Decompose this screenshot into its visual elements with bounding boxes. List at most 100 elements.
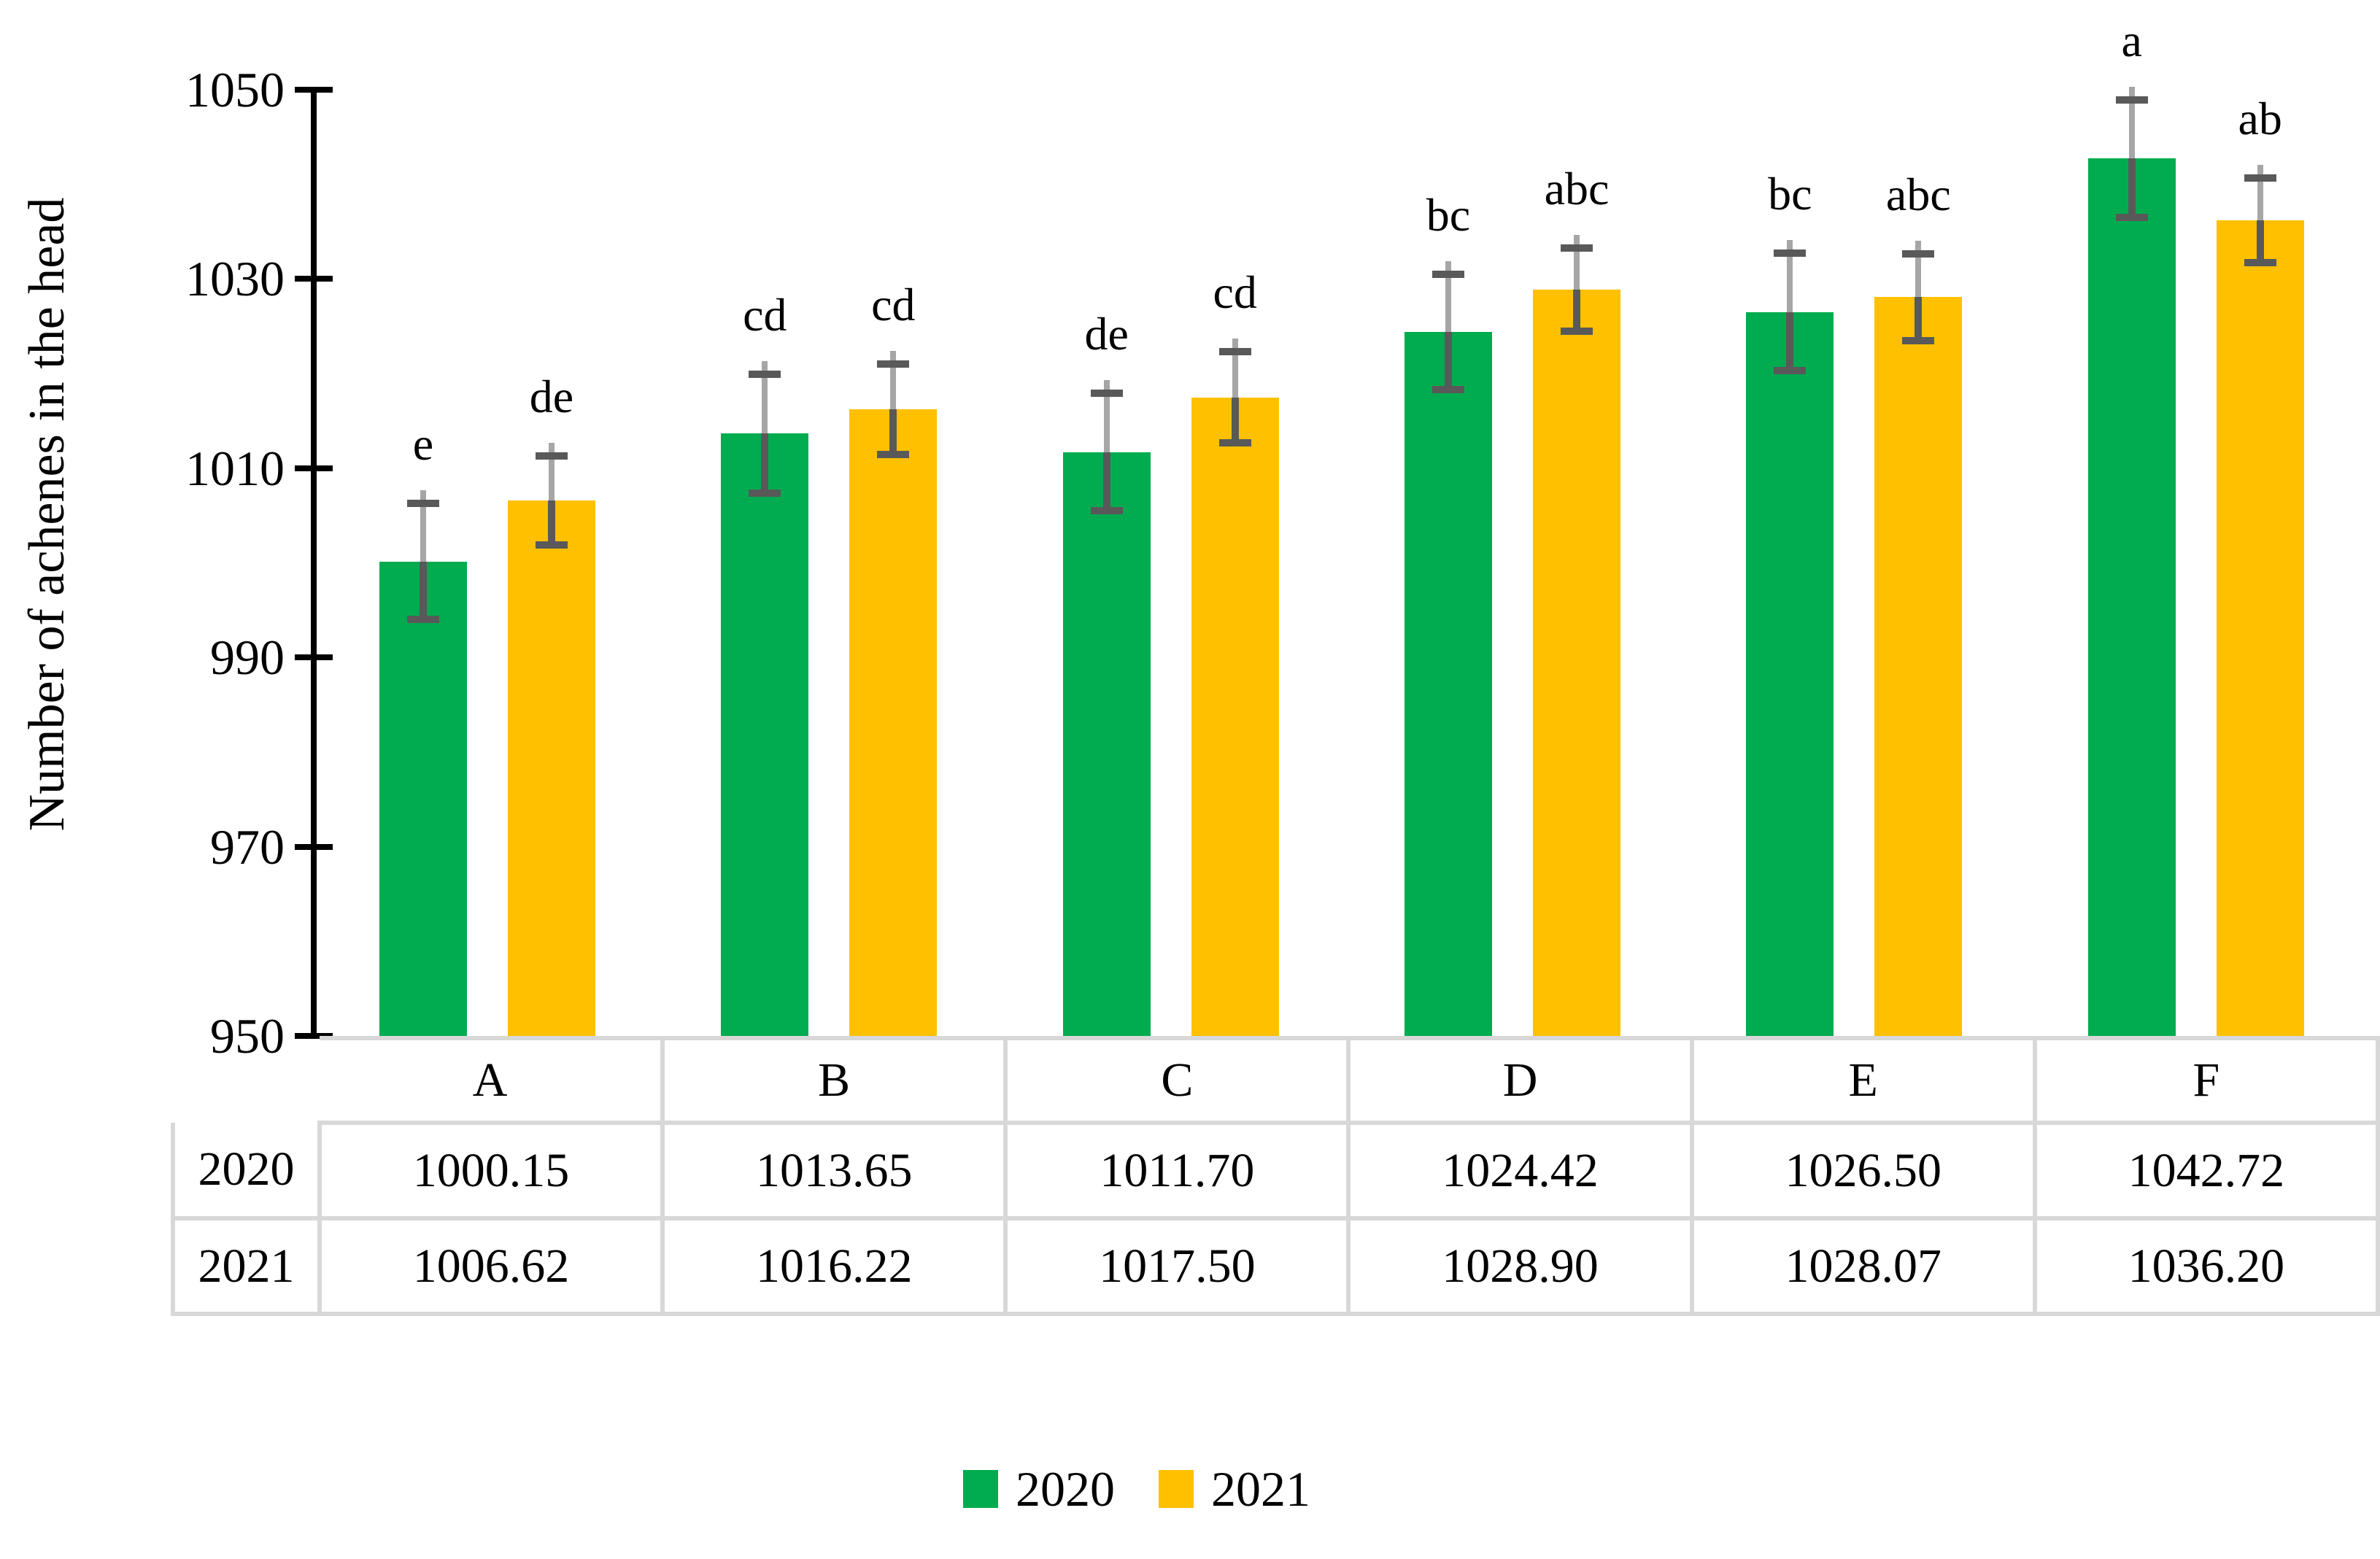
y-tick-label: 1030 bbox=[185, 251, 285, 307]
y-tick-label: 1050 bbox=[185, 62, 285, 117]
significance-letter-2021-B: cd bbox=[871, 278, 916, 330]
error-bar-top-cap bbox=[536, 452, 568, 460]
error-bar-top-cap bbox=[407, 499, 439, 507]
bar-2021-D bbox=[1533, 289, 1620, 1036]
table-cell-2020-F: 1042.72 bbox=[2032, 1121, 2380, 1220]
table-col-header-C: C bbox=[1003, 1036, 1351, 1125]
error-bar-lower-line bbox=[1231, 397, 1239, 443]
y-axis-tick bbox=[295, 843, 333, 850]
significance-letter-2021-A: de bbox=[529, 370, 574, 422]
error-bar-lower-line bbox=[1102, 452, 1110, 511]
significance-letter-2020-F: a bbox=[2121, 15, 2142, 66]
error-bar-lower-line bbox=[1573, 289, 1580, 331]
error-bar-bottom-cap bbox=[536, 541, 568, 549]
bar-2020-C bbox=[1062, 452, 1151, 1036]
table-col-header-B: B bbox=[660, 1036, 1008, 1125]
table-row: 2021 1006.62 1016.22 1017.50 1028.90 1028.07 1… bbox=[171, 1216, 2380, 1316]
error-bar-bottom-cap bbox=[877, 451, 910, 459]
error-bar-top-cap bbox=[749, 371, 781, 379]
y-tick-label: 970 bbox=[210, 819, 285, 875]
error-bar-lower-line bbox=[2256, 220, 2264, 263]
error-bar-upper-line bbox=[1787, 240, 1793, 312]
legend-item-2020: 2020 bbox=[963, 1461, 1115, 1518]
bar-2020-F bbox=[2087, 158, 2176, 1036]
significance-letter-2020-E: bc bbox=[1768, 168, 1812, 220]
error-bar-upper-line bbox=[1915, 240, 1922, 298]
error-bar-lower-line bbox=[761, 433, 769, 493]
table-cell-2020-E: 1026.50 bbox=[1689, 1121, 2037, 1220]
error-bar-upper-line bbox=[1232, 339, 1238, 398]
error-bar-lower-line bbox=[1915, 297, 1923, 341]
significance-letter-2020-A: e bbox=[412, 417, 434, 470]
error-bar-bottom-cap bbox=[749, 489, 781, 497]
error-bar-top-cap bbox=[1561, 244, 1593, 252]
error-bar-bottom-cap bbox=[1561, 327, 1593, 335]
bar-2021-C bbox=[1191, 397, 1279, 1036]
error-bar-upper-line bbox=[1445, 260, 1451, 332]
error-bar-top-cap bbox=[877, 360, 910, 368]
error-bar-upper-line bbox=[890, 350, 897, 410]
table-cell-2021-C: 1017.50 bbox=[1003, 1216, 1351, 1316]
legend-swatch-2021 bbox=[1159, 1470, 1194, 1508]
error-bar-bottom-cap bbox=[1902, 337, 1935, 345]
significance-letter-2020-C: de bbox=[1084, 308, 1129, 360]
error-bar-top-cap bbox=[1902, 249, 1935, 258]
bar-2021-A bbox=[508, 500, 595, 1036]
y-axis-tick bbox=[295, 654, 333, 661]
y-tick-label: 1010 bbox=[185, 440, 285, 496]
significance-letter-2021-E: abc bbox=[1885, 168, 1951, 220]
table-cell-2021-B: 1016.22 bbox=[660, 1216, 1008, 1316]
y-axis-tick bbox=[295, 276, 333, 282]
table-cell-2020-D: 1024.42 bbox=[1346, 1121, 1694, 1220]
table-cell-2021-E: 1028.07 bbox=[1689, 1216, 2037, 1316]
error-bar-top-cap bbox=[1774, 249, 1807, 258]
bar-2020-A bbox=[379, 561, 467, 1036]
bar-2020-B bbox=[721, 433, 809, 1036]
data-table: A B C D E F 2020 1000.15 1013.65 1011.70 1024.42 10… bbox=[171, 1036, 2380, 1316]
table-cell-2021-F: 1036.20 bbox=[2032, 1216, 2380, 1316]
table-col-header-F: F bbox=[2032, 1036, 2380, 1125]
error-bar-bottom-cap bbox=[2115, 213, 2148, 221]
bar-2021-B bbox=[849, 409, 938, 1036]
error-bar-top-cap bbox=[2244, 174, 2276, 182]
error-bar-upper-line bbox=[1574, 234, 1580, 290]
error-bar-bottom-cap bbox=[1090, 507, 1123, 515]
table-cell-2021-A: 1006.62 bbox=[317, 1216, 665, 1316]
error-bar-lower-line bbox=[1786, 312, 1794, 371]
table-cell-2020-A: 1000.15 bbox=[317, 1121, 665, 1220]
bar-2020-E bbox=[1746, 312, 1834, 1036]
error-bar-upper-line bbox=[420, 490, 426, 562]
significance-letter-2021-C: cd bbox=[1213, 266, 1257, 319]
y-tick-label: 990 bbox=[210, 630, 285, 686]
error-bar-lower-line bbox=[889, 409, 897, 455]
error-bar-upper-line bbox=[2257, 164, 2263, 220]
table-cell-2021-D: 1028.90 bbox=[1346, 1216, 1694, 1316]
legend-item-2021: 2021 bbox=[1159, 1461, 1310, 1518]
error-bar-top-cap bbox=[1218, 348, 1251, 356]
table-corner-cell bbox=[173, 1038, 320, 1123]
table-col-header-D: D bbox=[1346, 1036, 1694, 1125]
error-bar-bottom-cap bbox=[1218, 438, 1251, 446]
legend-swatch-2020 bbox=[963, 1470, 998, 1508]
error-bar-upper-line bbox=[2128, 87, 2135, 159]
table-row: 2020 1000.15 1013.65 1011.70 1024.42 1026.50 1… bbox=[171, 1121, 2380, 1220]
significance-letter-2020-B: cd bbox=[743, 289, 787, 341]
error-bar-bottom-cap bbox=[1774, 367, 1807, 375]
legend-label: 2020 bbox=[1016, 1461, 1115, 1517]
legend: 2020 2021 bbox=[963, 1461, 1310, 1517]
y-axis-title: Number of achenes in the head bbox=[19, 197, 75, 832]
error-bar-bottom-cap bbox=[407, 616, 439, 624]
error-bar-lower-line bbox=[548, 500, 555, 545]
table-cell-2020-C: 1011.70 bbox=[1003, 1121, 1351, 1220]
table-col-header-A: A bbox=[317, 1036, 665, 1125]
error-bar-top-cap bbox=[2115, 96, 2148, 104]
significance-letter-2021-F: ab bbox=[2238, 92, 2282, 144]
y-axis-line bbox=[311, 87, 317, 1039]
bar-2021-F bbox=[2216, 220, 2304, 1036]
y-tick-label: 950 bbox=[210, 1008, 285, 1064]
significance-letter-2021-D: abc bbox=[1544, 162, 1610, 214]
error-bar-upper-line bbox=[1103, 380, 1110, 452]
y-axis-tick bbox=[295, 1033, 333, 1039]
